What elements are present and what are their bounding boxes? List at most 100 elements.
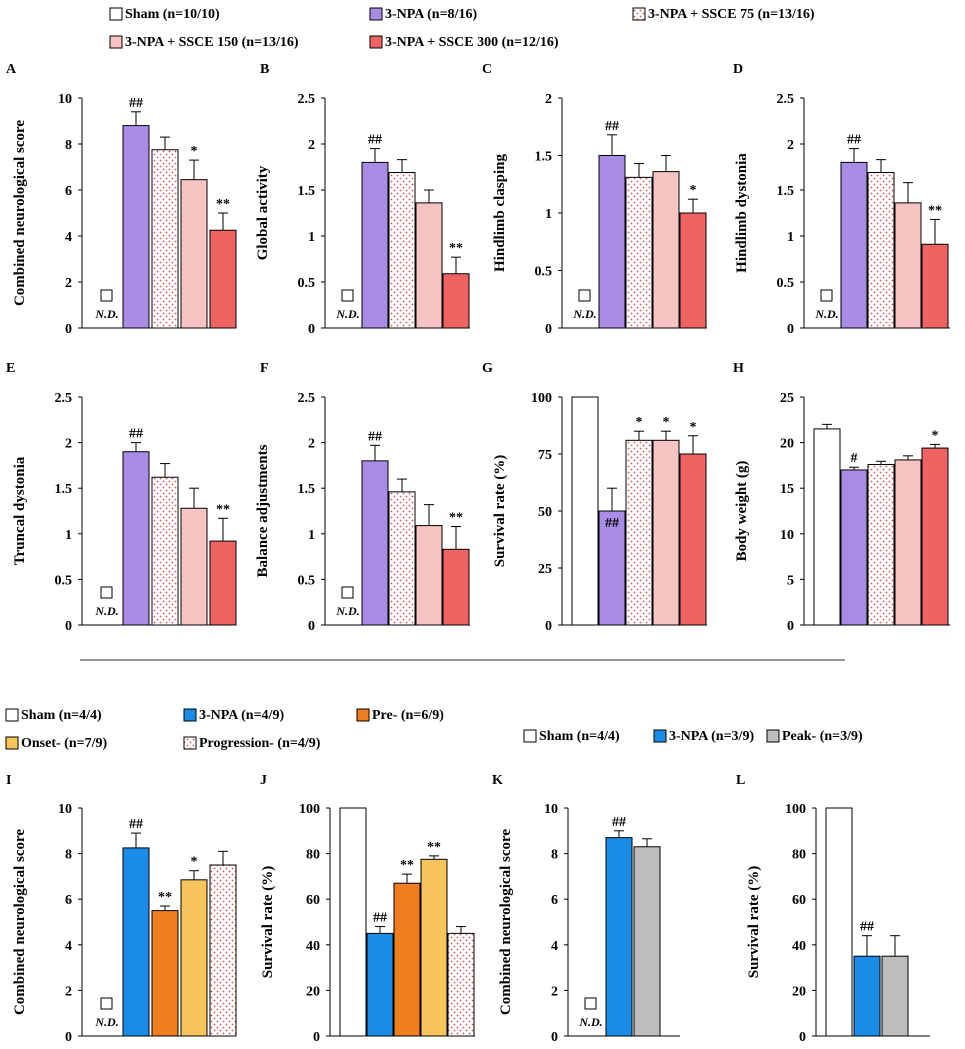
y-tick-label: 0 (65, 619, 72, 634)
y-tick-label: 10 (58, 802, 72, 817)
legend-swatch (369, 35, 383, 49)
legend-label: 3-NPA (n=3/9) (669, 729, 754, 744)
legend-item-progression-n-4-9: Progression- (n=4/9) (183, 736, 321, 751)
bar-3-npa-ssce-150 (415, 525, 443, 626)
nd-marker (100, 997, 113, 1010)
panel-i: I 0 2 4 6 8 10 Combined neurological score N.D. #… (6, 773, 237, 1045)
y-tick-label: 8 (551, 848, 558, 863)
bar-3-npa-ssce-75 (625, 439, 653, 626)
legend-swatch (109, 7, 123, 21)
bar-3-npa (122, 847, 150, 1037)
bar-3-npa-ssce-75 (867, 172, 895, 329)
y-tick-label: 1.5 (298, 184, 316, 199)
y-tick-label: 60 (792, 893, 806, 908)
y-tick-label: 20 (792, 984, 806, 999)
y-tick-label: 8 (65, 138, 72, 153)
y-tick-label: 1 (308, 528, 315, 543)
y-tick-label: 50 (538, 505, 552, 520)
significance-mark: ## (605, 516, 619, 531)
significance-mark: ## (129, 817, 143, 832)
significance-mark: ## (368, 133, 382, 148)
nd-marker (820, 289, 833, 302)
y-tick-label: 2 (787, 138, 794, 153)
legend-item-3-npa-n-4-9: 3-NPA (n=4/9) (183, 708, 284, 723)
nd-label: N.D. (572, 307, 596, 321)
y-tick-label: 2 (545, 92, 552, 107)
legend-swatch (523, 729, 537, 743)
y-tick-label: 25 (780, 391, 794, 406)
y-tick-label: 0 (787, 619, 794, 634)
nd-label: N.D. (335, 307, 359, 321)
y-axis-label: Combined neurological score (12, 829, 28, 1015)
panel-h: H 0 5 10 15 20 25 Body weight (g) # * (733, 361, 950, 634)
bar-onset (420, 858, 448, 1037)
panel-f: F 0 0.5 1 1.5 2 2.5 Balance adjustments N.D. ## ** (255, 361, 470, 634)
y-axis-label: Body weight (g) (734, 461, 750, 562)
panel-letter: B (260, 62, 269, 77)
nd-marker (584, 997, 597, 1010)
y-tick-label: 1 (545, 207, 552, 222)
y-tick-label: 0 (65, 1030, 72, 1045)
y-axis-label: Balance adjustments (255, 444, 271, 577)
bar-3-npa-ssce-300 (209, 229, 237, 329)
bar-3-npa-ssce-300 (921, 243, 949, 329)
legend-swatch (356, 708, 370, 722)
nd-marker (341, 586, 354, 599)
legend-swatch (109, 35, 123, 49)
nd-marker (341, 289, 354, 302)
y-tick-label: 2 (308, 138, 315, 153)
y-tick-label: 1.5 (777, 184, 795, 199)
y-axis-label: Survival rate (%) (492, 455, 508, 567)
legend-label: 3-NPA (n=4/9) (199, 708, 284, 723)
legend-swatch (183, 708, 197, 722)
y-tick-label: 80 (792, 848, 806, 863)
legend-swatch (766, 729, 780, 743)
bar-3-npa (840, 161, 868, 329)
significance-mark: * (663, 415, 670, 430)
y-tick-label: 0 (799, 1030, 806, 1045)
y-axis-label: Combined neurological score (498, 829, 514, 1015)
panel-letter: H (733, 361, 744, 376)
legend-label: Onset- (n=7/9) (21, 736, 107, 751)
y-tick-label: 0 (787, 322, 794, 337)
legend-label: Sham (n=4/4) (21, 708, 102, 723)
y-tick-label: 6 (551, 893, 558, 908)
bar-3-npa-ssce-150 (652, 171, 680, 329)
bar-sham (813, 428, 841, 626)
bar-3-npa (605, 837, 633, 1037)
y-tick-label: 75 (538, 448, 552, 463)
bar-3-npa-ssce-300 (679, 212, 707, 329)
significance-mark: ** (158, 890, 172, 905)
y-tick-label: 2.5 (55, 391, 73, 406)
bar-3-npa-ssce-75 (625, 176, 653, 329)
panel-j: J 0 20 40 60 80 100 Survival rate (%) ## ** ** (260, 773, 475, 1045)
y-tick-label: 2 (65, 276, 72, 291)
y-tick-label: 2 (551, 984, 558, 999)
y-tick-label: 0 (65, 322, 72, 337)
significance-mark: * (932, 428, 939, 443)
nd-label: N.D. (94, 1015, 118, 1029)
y-tick-label: 4 (551, 939, 558, 954)
y-tick-label: 80 (306, 848, 320, 863)
significance-mark: ** (449, 511, 463, 526)
legend-item-3-npa-ssce-75-n-13-16: 3-NPA + SSCE 75 (n=13/16) (632, 7, 815, 22)
y-tick-label: 40 (306, 939, 320, 954)
significance-mark: ## (129, 427, 143, 442)
nd-label: N.D. (814, 307, 838, 321)
bar-peak (881, 955, 909, 1037)
nd-marker (100, 289, 113, 302)
significance-mark: * (636, 415, 643, 430)
legend-item-3-npa-n-8-16: 3-NPA (n=8/16) (369, 7, 477, 22)
panel-a: A 0 2 4 6 8 10 Combined neurological score N.D. #… (6, 62, 237, 337)
bar-3-npa (598, 510, 626, 626)
bar-3-npa (122, 451, 150, 626)
panel-l: L 0 20 40 60 80 100 Survival rate (%) ## (736, 773, 930, 1045)
panel-letter: A (6, 62, 17, 77)
significance-mark: ## (129, 96, 143, 111)
y-tick-label: 15 (780, 482, 794, 497)
y-tick-label: 0 (308, 619, 315, 634)
panel-k: K 0 2 4 6 8 10 Combined neurological score N.D. #… (492, 773, 680, 1045)
y-tick-label: 2.5 (298, 391, 316, 406)
y-tick-label: 0 (545, 619, 552, 634)
